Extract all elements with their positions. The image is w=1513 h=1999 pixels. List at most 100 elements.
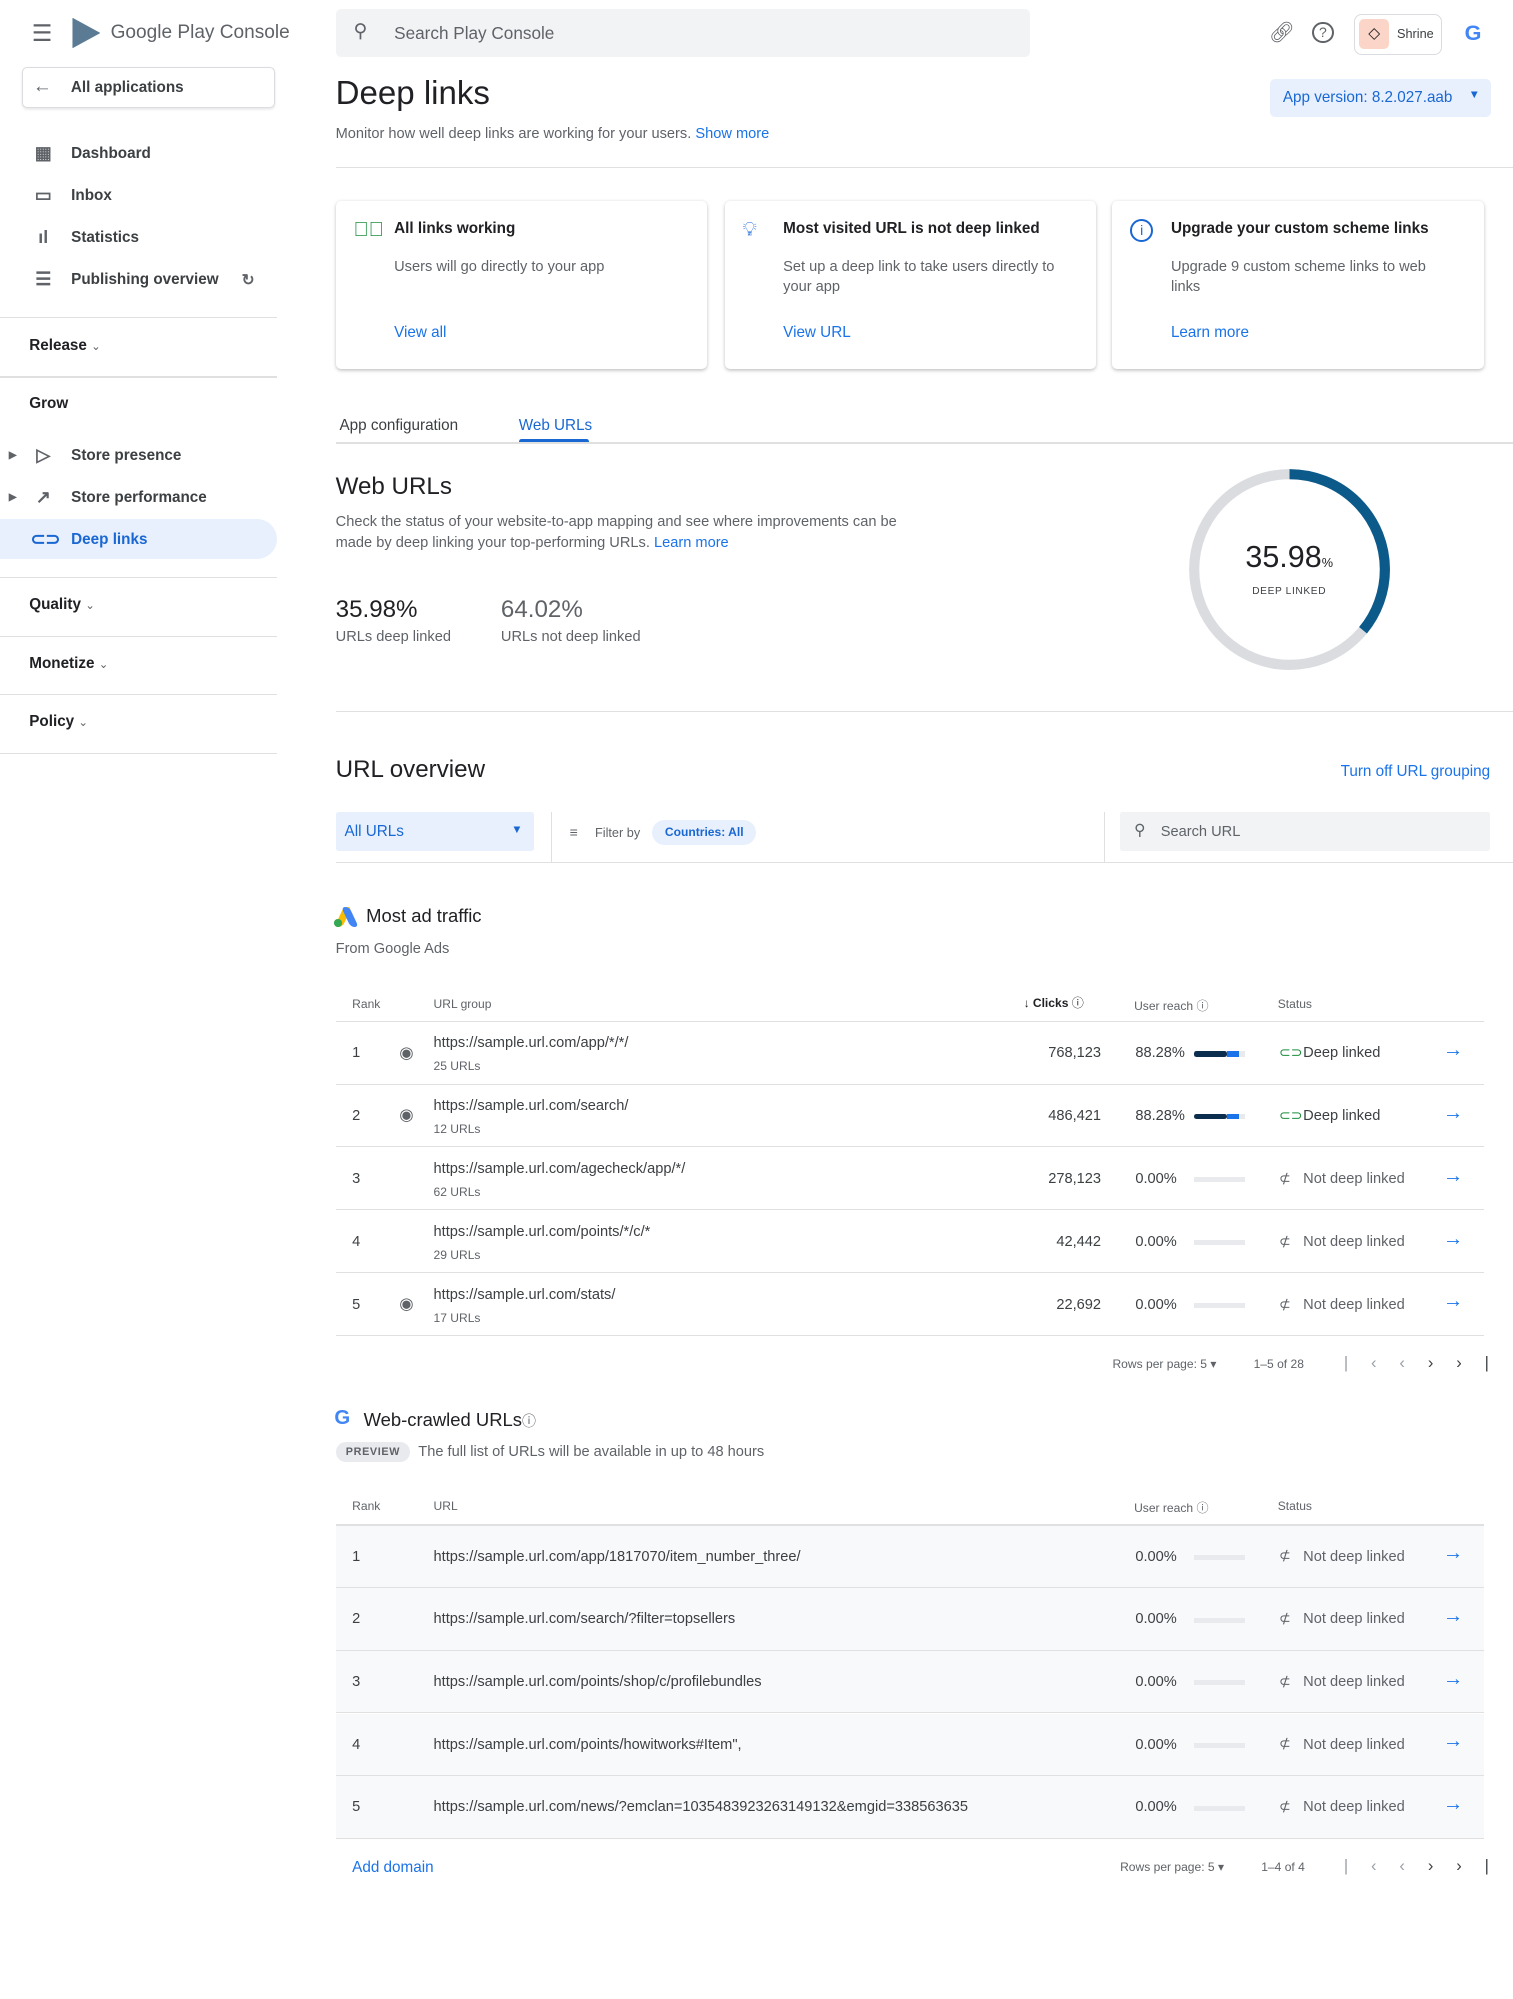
next-page-icon[interactable]: › — [1427, 1352, 1457, 1372]
prev-page-icon[interactable]: ‹ — [1399, 1856, 1428, 1876]
arrow-forward-icon[interactable]: → — [1443, 1604, 1464, 1627]
all-applications-button[interactable]: ← All applications — [21, 67, 275, 109]
last-page-icon[interactable]: ›| — [1456, 1352, 1512, 1372]
table-row[interactable]: 1 ◉ https://sample.url.com/app/*/*/ 25 U… — [335, 1022, 1484, 1085]
menu-icon[interactable]: ☰ — [31, 20, 53, 47]
table-row[interactable]: 5 ◉ https://sample.url.com/stats/ 17 URL… — [335, 1274, 1484, 1337]
help-icon[interactable]: ⓘ — [1071, 996, 1084, 1011]
arrow-forward-icon[interactable]: → — [1443, 1164, 1464, 1187]
col-url: URL — [433, 1498, 458, 1513]
chevron-down-icon: ⌄ — [98, 658, 109, 671]
help-icon[interactable]: ? — [1312, 21, 1334, 44]
sidebar-item-deep-links[interactable]: ⊂⊃ Deep links — [0, 518, 278, 560]
url-filter-select[interactable]: All URLs ▼ — [335, 812, 534, 851]
status: Not deep linked — [1303, 1673, 1405, 1690]
url-group: https://sample.url.com/app/*/*/ — [433, 1034, 629, 1051]
table-row[interactable]: 4 https://sample.url.com/points/*/c/* 29… — [335, 1211, 1484, 1274]
rows-per-page-select[interactable]: Rows per page: 5 ▾ — [1112, 1356, 1217, 1371]
show-more-link[interactable]: Show more — [695, 125, 770, 142]
learn-more-link[interactable]: Learn more — [653, 535, 729, 552]
expand-arrow-icon[interactable]: ▶ — [8, 449, 17, 461]
view-all-link[interactable]: View all — [394, 324, 447, 342]
arrow-forward-icon[interactable]: → — [1443, 1667, 1464, 1690]
table-row[interactable]: 2 https://sample.url.com/search/?filter=… — [335, 1588, 1484, 1651]
sidebar-item-dashboard[interactable]: ▦ Dashboard — [0, 133, 277, 174]
dashboard-icon: ▦ — [34, 143, 52, 164]
help-icon[interactable]: ⓘ — [521, 1412, 536, 1429]
arrow-forward-icon[interactable]: → — [1443, 1038, 1464, 1061]
table-row[interactable]: 3 https://sample.url.com/agecheck/app/*/… — [335, 1148, 1484, 1211]
first-page-icon[interactable]: |‹ — [1343, 1352, 1400, 1372]
col-clicks[interactable]: ↓ Clicks ⓘ — [1023, 996, 1084, 1011]
pagination-controls[interactable]: |‹‹››| — [1344, 1353, 1512, 1373]
table-row[interactable]: 3 https://sample.url.com/points/shop/c/p… — [335, 1651, 1484, 1714]
turn-off-grouping-link[interactable]: Turn off URL grouping — [1340, 762, 1491, 780]
user-reach: 0.00% — [1135, 1736, 1177, 1753]
sidebar-item-label: Deep links — [71, 530, 148, 548]
search-placeholder: Search Play Console — [394, 22, 555, 43]
sidebar-section-quality[interactable]: Quality ⌄ — [29, 596, 95, 613]
first-page-icon[interactable]: |‹ — [1343, 1856, 1400, 1876]
table-row[interactable]: 5 https://sample.url.com/news/?emclan=10… — [335, 1776, 1484, 1839]
add-domain-link[interactable]: Add domain — [352, 1858, 434, 1876]
rows-per-page-select[interactable]: Rows per page: 5 ▾ — [1120, 1860, 1225, 1875]
eye-icon[interactable]: ◉ — [399, 1105, 414, 1125]
sidebar-item-store-performance[interactable]: ▶ ↗ Store performance — [0, 477, 277, 518]
learn-more-link[interactable]: Learn more — [1170, 324, 1249, 342]
donut-label: DEEP LINKED — [1252, 586, 1327, 598]
google-account-icon[interactable]: G — [1464, 20, 1482, 46]
reach-fill — [1193, 1114, 1228, 1120]
table-row[interactable]: 1 https://sample.url.com/app/1817070/ite… — [335, 1525, 1484, 1588]
status: Deep linked — [1303, 1108, 1381, 1124]
user-reach: 0.00% — [1135, 1233, 1177, 1250]
rank: 3 — [352, 1170, 361, 1187]
sidebar-item-publishing-overview[interactable]: ☰ Publishing overview ↻ — [0, 259, 277, 300]
sidebar-section-policy[interactable]: Policy ⌄ — [29, 713, 88, 730]
table-row[interactable]: 4 https://sample.url.com/points/howitwor… — [335, 1713, 1484, 1777]
crawled-note: The full list of URLs will be available … — [418, 1444, 765, 1461]
sidebar-item-statistics[interactable]: ıl Statistics — [0, 217, 277, 258]
rank: 4 — [352, 1736, 361, 1753]
arrow-forward-icon[interactable]: → — [1443, 1227, 1464, 1250]
section-label: Monetize — [29, 654, 95, 672]
sidebar-item-inbox[interactable]: ▭ Inbox — [0, 175, 277, 216]
help-icon[interactable]: ⓘ — [1196, 1500, 1209, 1515]
tab-app-configuration[interactable]: App configuration — [339, 417, 459, 435]
account-chip[interactable]: ◇ Shrine — [1354, 13, 1442, 55]
help-icon[interactable]: ⓘ — [1196, 998, 1209, 1013]
last-page-icon[interactable]: ›| — [1456, 1856, 1512, 1876]
user-reach-bar — [1193, 1051, 1245, 1057]
app-version-select[interactable]: App version: 8.2.027.aab ▼ — [1270, 78, 1492, 117]
sidebar-section-grow: Grow — [29, 395, 69, 413]
app-logo-text: Google Play Console — [110, 21, 290, 43]
prev-page-icon[interactable]: ‹ — [1399, 1352, 1428, 1372]
sidebar-item-store-presence[interactable]: ▶ ▷ Store presence — [0, 435, 277, 476]
user-reach: 0.00% — [1135, 1296, 1177, 1313]
sidebar-section-monetize[interactable]: Monetize ⌄ — [29, 655, 108, 672]
table-row[interactable]: 2 ◉ https://sample.url.com/search/ 12 UR… — [335, 1085, 1484, 1148]
filter-icon[interactable]: ≡ — [569, 823, 578, 840]
url: https://sample.url.com/search/?filter=to… — [433, 1611, 736, 1628]
donut-value: 35.98 — [1245, 540, 1322, 575]
search-bar[interactable]: ⚲ Search Play Console — [335, 8, 1030, 58]
eye-icon[interactable]: ◉ — [399, 1042, 414, 1062]
eye-icon[interactable]: ◉ — [399, 1294, 414, 1314]
view-url-link[interactable]: View URL — [783, 324, 851, 342]
arrow-forward-icon[interactable]: → — [1443, 1290, 1464, 1313]
search-url-input[interactable]: ⚲ Search URL — [1120, 812, 1491, 851]
expand-arrow-icon[interactable]: ▶ — [8, 491, 17, 503]
arrow-forward-icon[interactable]: → — [1443, 1101, 1464, 1124]
sidebar-section-release[interactable]: Release ⌄ — [29, 337, 101, 354]
next-page-icon[interactable]: › — [1427, 1856, 1457, 1876]
tab-web-urls[interactable]: Web URLs — [518, 417, 593, 435]
pagination-controls[interactable]: |‹‹››| — [1344, 1856, 1512, 1876]
sidebar-item-label: Store presence — [71, 446, 182, 464]
sidebar-item-label: Publishing overview — [71, 271, 219, 289]
url-overview-title: URL overview — [335, 756, 485, 784]
arrow-forward-icon[interactable]: → — [1443, 1730, 1464, 1753]
countries-filter-chip[interactable]: Countries: All — [652, 820, 757, 846]
link-icon[interactable]: 🔗︎ — [1268, 22, 1295, 45]
arrow-forward-icon[interactable]: → — [1443, 1542, 1464, 1565]
deep-linked-donut — [1188, 469, 1390, 671]
arrow-forward-icon[interactable]: → — [1443, 1792, 1464, 1815]
